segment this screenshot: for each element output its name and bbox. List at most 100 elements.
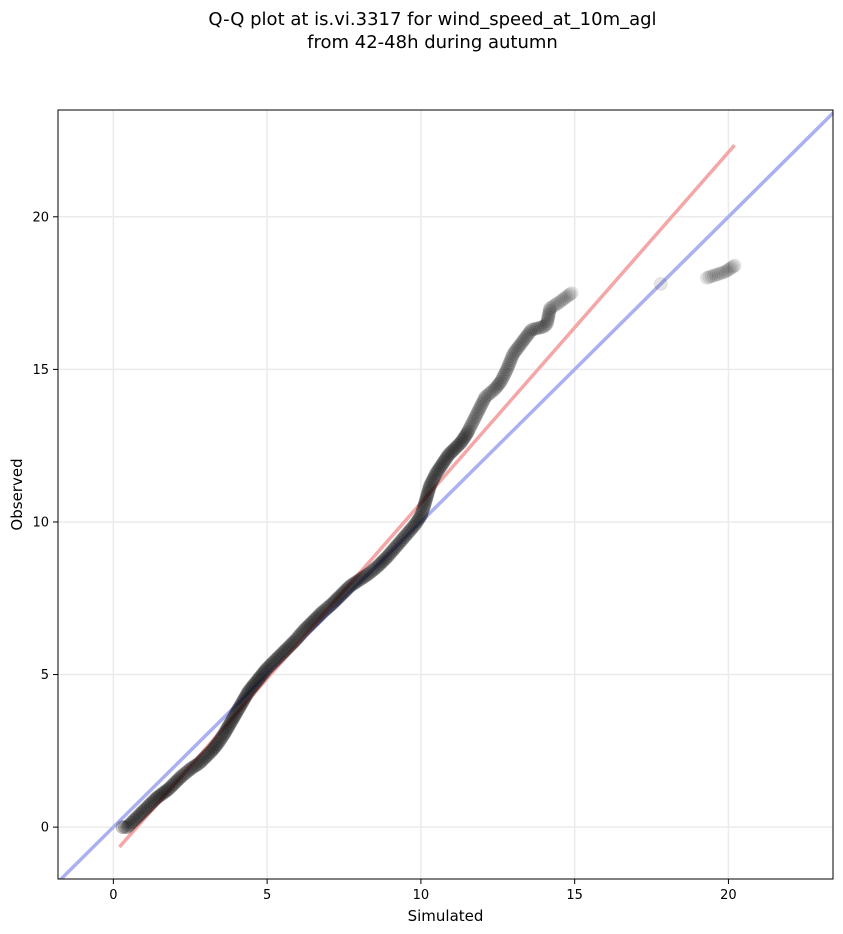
data-point <box>258 662 273 677</box>
data-point <box>352 572 367 587</box>
data-point <box>406 519 421 534</box>
data-point <box>494 372 509 387</box>
data-point <box>340 582 355 597</box>
data-point <box>536 319 551 334</box>
data-point <box>519 329 534 344</box>
data-point <box>186 759 201 774</box>
data-point <box>322 598 337 613</box>
data-point <box>444 444 459 459</box>
data-point <box>350 574 365 589</box>
data-point <box>200 748 215 763</box>
data-point <box>426 472 441 487</box>
data-point <box>511 340 526 355</box>
data-point <box>453 435 468 450</box>
data-point <box>487 382 502 397</box>
x-tick-label: 10 <box>413 888 430 903</box>
data-point <box>283 638 298 653</box>
data-point <box>538 318 553 333</box>
data-point <box>523 324 538 339</box>
y-tick-label: 0 <box>41 821 49 836</box>
data-point <box>723 261 738 276</box>
data-point <box>138 801 153 816</box>
data-point <box>263 658 278 673</box>
data-point <box>337 585 352 600</box>
data-point <box>317 603 332 618</box>
data-point <box>267 653 282 668</box>
data-point <box>137 803 152 818</box>
data-point <box>241 684 256 699</box>
data-point <box>496 368 511 383</box>
data-point <box>429 466 444 481</box>
data-point <box>218 725 233 740</box>
data-point <box>197 751 212 766</box>
data-point <box>293 626 308 641</box>
data-point <box>319 601 334 616</box>
data-point <box>420 486 435 501</box>
data-point <box>280 641 295 656</box>
data-point <box>335 586 350 601</box>
data-point <box>194 754 209 769</box>
data-point <box>501 358 516 373</box>
data-point <box>416 501 431 516</box>
data-point <box>480 388 495 403</box>
data-point <box>169 774 184 789</box>
data-point <box>251 672 266 687</box>
data-point <box>500 360 515 375</box>
data-point <box>237 691 252 706</box>
data-point <box>542 303 557 318</box>
data-point <box>439 451 454 466</box>
data-point <box>413 508 428 523</box>
data-point <box>132 807 147 822</box>
data-point <box>706 268 721 283</box>
data-point <box>214 730 229 745</box>
data-point <box>504 351 519 366</box>
data-point <box>562 287 577 302</box>
data-point <box>653 276 668 291</box>
data-point <box>502 355 517 370</box>
data-point <box>446 443 461 458</box>
data-point <box>470 406 485 421</box>
data-point <box>232 700 247 715</box>
data-point <box>423 478 438 493</box>
data-point <box>213 732 228 747</box>
data-point <box>478 389 493 404</box>
data-point <box>387 541 402 556</box>
data-point <box>540 312 555 327</box>
chart-title-line-1: Q-Q plot at is.vi.3317 for wind_speed_at… <box>208 9 657 30</box>
data-point <box>449 440 464 455</box>
data-point <box>521 326 536 341</box>
data-point <box>264 656 279 671</box>
data-point <box>404 521 419 536</box>
data-point <box>260 661 275 676</box>
y-tick-label: 5 <box>41 668 49 683</box>
data-point <box>217 727 232 742</box>
data-point <box>418 495 433 510</box>
data-point <box>381 548 396 563</box>
data-point <box>465 416 480 431</box>
data-point <box>354 571 369 586</box>
data-point <box>450 438 465 453</box>
data-point <box>192 756 207 771</box>
data-point <box>725 259 740 274</box>
data-point <box>266 655 281 670</box>
data-point <box>229 705 244 720</box>
data-point <box>224 714 239 729</box>
data-point <box>539 316 554 331</box>
data-point <box>126 814 141 829</box>
data-point <box>234 696 249 711</box>
data-point <box>383 546 398 561</box>
data-point <box>457 430 472 445</box>
data-point <box>431 462 446 477</box>
data-point <box>490 379 505 394</box>
data-point <box>495 370 510 385</box>
data-point <box>292 628 307 643</box>
data-point <box>121 818 136 833</box>
data-point <box>220 721 235 736</box>
data-point <box>425 474 440 489</box>
data-point <box>365 563 380 578</box>
data-point <box>348 575 363 590</box>
data-point <box>419 491 434 506</box>
data-point <box>443 446 458 461</box>
data-point <box>559 290 574 305</box>
